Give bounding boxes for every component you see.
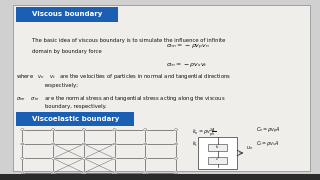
Circle shape xyxy=(113,129,116,130)
Circle shape xyxy=(82,143,85,145)
FancyBboxPatch shape xyxy=(16,112,134,126)
Text: domain by boundary force: domain by boundary force xyxy=(32,49,102,54)
Text: Viscoelastic boundary: Viscoelastic boundary xyxy=(31,116,119,122)
Circle shape xyxy=(174,129,178,130)
Circle shape xyxy=(113,143,116,145)
Circle shape xyxy=(52,129,55,130)
Text: $\sigma_{tn}=-\rho v_s v_t$: $\sigma_{tn}=-\rho v_s v_t$ xyxy=(166,61,208,69)
Circle shape xyxy=(144,143,147,145)
Text: $k_t=\rho v_s^2 \frac{A}{h}$: $k_t=\rho v_s^2 \frac{A}{h}$ xyxy=(192,139,215,150)
Bar xyxy=(208,157,227,164)
Circle shape xyxy=(113,172,116,174)
Circle shape xyxy=(52,172,55,174)
Text: The basic idea of viscous boundary is to simulate the influence of infinite: The basic idea of viscous boundary is to… xyxy=(32,38,225,43)
Text: Viscous boundary: Viscous boundary xyxy=(32,11,102,17)
Circle shape xyxy=(174,172,178,174)
Text: $k$: $k$ xyxy=(215,143,220,150)
Text: $\sigma_{nn}$    $\sigma_{tn}$    are the normal stress and tangential stress ac: $\sigma_{nn}$ $\sigma_{tn}$ are the norm… xyxy=(16,94,226,103)
FancyBboxPatch shape xyxy=(16,7,118,22)
Circle shape xyxy=(174,158,178,159)
Text: $\sigma_{nn}=-\rho v_p v_n$: $\sigma_{nn}=-\rho v_p v_n$ xyxy=(166,43,210,52)
Circle shape xyxy=(113,158,116,159)
Circle shape xyxy=(21,158,24,159)
Text: $u_n$: $u_n$ xyxy=(246,144,253,152)
Circle shape xyxy=(82,158,85,159)
Circle shape xyxy=(174,143,178,145)
Text: boundary, respectively.: boundary, respectively. xyxy=(45,104,107,109)
Text: $C_n=\rho v_p A$: $C_n=\rho v_p A$ xyxy=(256,126,281,136)
Circle shape xyxy=(144,129,147,130)
Circle shape xyxy=(144,172,147,174)
Text: $k_n=\rho v_p^2 \frac{A}{h}$: $k_n=\rho v_p^2 \frac{A}{h}$ xyxy=(192,126,216,139)
Circle shape xyxy=(21,143,24,145)
Text: where   $v_n$    $v_t$   are the velocities of particles in normal and tangentia: where $v_n$ $v_t$ are the velocities of … xyxy=(16,72,231,81)
Text: $c$: $c$ xyxy=(215,156,220,162)
Circle shape xyxy=(52,143,55,145)
Text: $C_t=\rho v_s A$: $C_t=\rho v_s A$ xyxy=(256,139,280,148)
Circle shape xyxy=(82,129,85,130)
Bar xyxy=(208,144,227,151)
Circle shape xyxy=(21,129,24,130)
Circle shape xyxy=(52,158,55,159)
Bar xyxy=(198,137,237,169)
Circle shape xyxy=(82,172,85,174)
Text: respectively;: respectively; xyxy=(45,83,79,88)
Circle shape xyxy=(21,172,24,174)
Circle shape xyxy=(144,158,147,159)
